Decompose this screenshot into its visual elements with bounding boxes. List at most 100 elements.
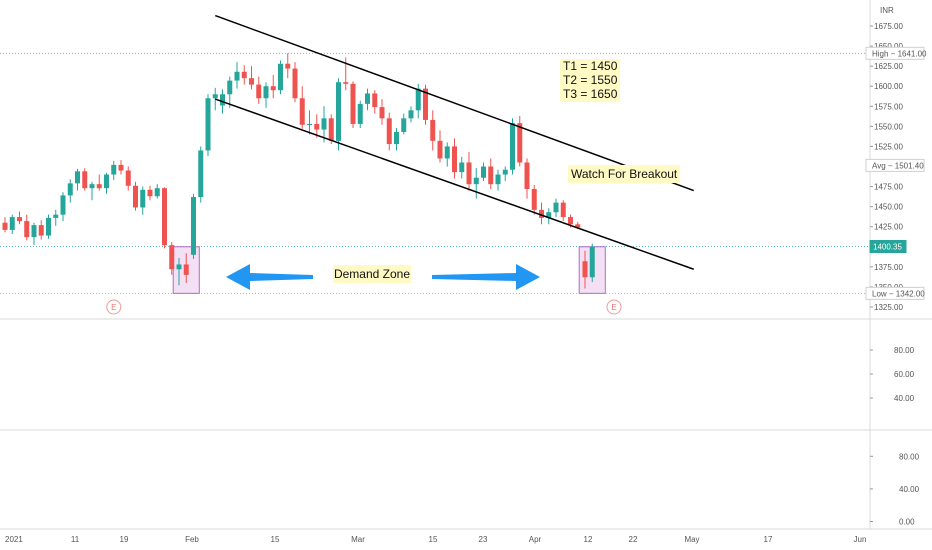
candle-up — [53, 214, 59, 218]
candle-down — [249, 78, 254, 85]
candle-down — [430, 119, 436, 141]
candle-up — [401, 118, 407, 132]
candle-down — [452, 146, 457, 173]
candle-up — [60, 195, 66, 215]
candle-down — [531, 188, 537, 210]
candle-down — [133, 185, 138, 208]
candle-up — [176, 264, 182, 270]
avg-tag — [865, 158, 925, 172]
candle-up — [553, 202, 559, 213]
candle-up — [234, 71, 240, 81]
candle-up — [263, 86, 269, 99]
date-label: 15 — [429, 535, 438, 544]
candle-up — [31, 225, 37, 238]
osc1-tick-label: 80.00 — [894, 346, 915, 355]
date-label: Jun — [854, 535, 867, 544]
candle-down — [82, 171, 88, 189]
avg-tag-text: Avg − 1501.40 — [872, 161, 924, 170]
candle-down — [488, 166, 494, 185]
candle-down — [517, 123, 523, 163]
candle-up — [191, 197, 196, 255]
osc2-tick-label: 40.00 — [899, 485, 920, 494]
low-tag — [865, 286, 925, 300]
candle-up — [198, 150, 204, 198]
candle-up — [46, 217, 51, 236]
candle-down — [24, 221, 30, 238]
date-label: 15 — [271, 535, 280, 544]
candle-up — [307, 123, 312, 125]
candle-down — [379, 107, 385, 119]
date-label: Feb — [185, 535, 199, 544]
candle-down — [350, 83, 356, 124]
candle-down — [125, 170, 131, 186]
candle-up — [481, 166, 486, 178]
candle-down — [582, 261, 588, 278]
earnings-marker-label: E — [611, 303, 616, 312]
candle-down — [270, 86, 276, 91]
candle-up — [212, 94, 218, 99]
price-tick-label: 1525.00 — [874, 142, 903, 151]
candle-down — [568, 217, 573, 225]
candle-up — [408, 110, 414, 119]
currency-label: INR — [880, 6, 894, 15]
low-tag-text: Low − 1342.00 — [872, 289, 925, 298]
candle-down — [299, 98, 305, 125]
candle-up — [75, 171, 80, 184]
candle-down — [539, 209, 544, 218]
channel-lower-line — [214, 98, 695, 270]
candle-up — [336, 82, 341, 141]
candle-down — [2, 222, 8, 230]
candle-down — [256, 84, 262, 99]
candle-up — [9, 217, 15, 230]
high-tag-text: High − 1641.00 — [872, 49, 927, 58]
candle-down — [183, 264, 189, 275]
candle-down — [575, 224, 581, 228]
candle-up — [495, 174, 501, 185]
price-tick-label: 1375.00 — [874, 263, 903, 272]
price-tick-label: 1600.00 — [874, 82, 903, 91]
breakout-note-bg — [568, 165, 680, 183]
date-label: 19 — [120, 535, 129, 544]
candle-down — [524, 162, 530, 189]
candle-down — [314, 123, 320, 130]
demand-label-bg — [333, 265, 411, 283]
price-tick-label: 1575.00 — [874, 102, 903, 111]
candle-up — [89, 184, 95, 189]
date-label: 12 — [584, 535, 593, 544]
candle-down — [17, 217, 22, 222]
demand-arrow-left — [226, 264, 313, 290]
price-tick-label: 1450.00 — [874, 203, 903, 212]
candle-up — [321, 118, 327, 130]
earnings-marker — [606, 299, 622, 315]
candle-down — [423, 88, 428, 120]
candle-up — [220, 94, 225, 106]
candle-up — [67, 183, 73, 196]
candle-up — [415, 88, 421, 111]
demand-zone-label: Demand Zone — [334, 267, 410, 281]
candle-up — [394, 131, 399, 145]
candle-up — [205, 98, 211, 151]
price-tick-label: 1650.00 — [874, 42, 903, 51]
target-label: T1 = 1450 — [563, 59, 618, 73]
date-label: 2021 — [5, 535, 23, 544]
date-label: Apr — [529, 535, 542, 544]
candle-down — [343, 82, 349, 84]
osc1-tick-label: 40.00 — [894, 394, 915, 403]
date-label: Mar — [351, 535, 365, 544]
date-label: 11 — [71, 535, 80, 544]
candle-up — [589, 246, 595, 278]
last-price-tag — [869, 239, 907, 253]
date-label: 22 — [629, 535, 638, 544]
demand-arrow-right — [432, 264, 540, 290]
osc2-tick-label: 0.00 — [899, 517, 915, 526]
date-label: 17 — [764, 535, 773, 544]
candle-down — [162, 188, 167, 246]
candle-down — [386, 118, 392, 145]
price-tick-label: 1475.00 — [874, 183, 903, 192]
date-label: May — [684, 535, 699, 544]
price-tick-label: 1550.00 — [874, 122, 903, 131]
osc1-tick-label: 60.00 — [894, 370, 915, 379]
candle-down — [96, 184, 102, 189]
candle-down — [241, 71, 247, 79]
